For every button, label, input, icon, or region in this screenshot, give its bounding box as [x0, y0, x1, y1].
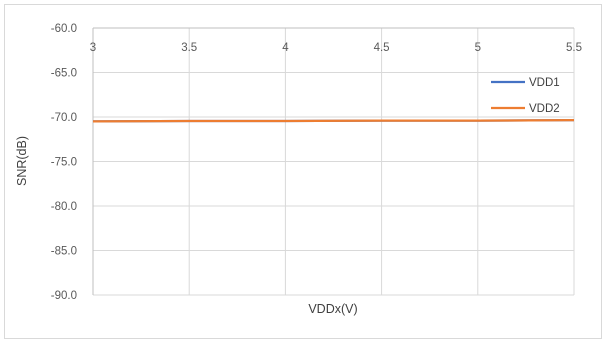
- x-tick-label: 5: [475, 42, 481, 54]
- x-tick-label: 3: [90, 42, 96, 54]
- y-tick-label: -90.0: [51, 290, 77, 302]
- y-axis-title: SNR(dB): [15, 136, 29, 186]
- y-tick-label: -75.0: [51, 157, 77, 169]
- x-tick-label: 3.5: [181, 42, 197, 54]
- y-tick-label: -85.0: [51, 246, 77, 258]
- x-tick-label: 4: [282, 42, 289, 54]
- y-tick-label: -80.0: [51, 201, 77, 213]
- x-tick-label: 4.5: [374, 42, 390, 54]
- series-line-vdd2: [92, 118, 575, 123]
- grid: [92, 27, 575, 296]
- axes: [92, 27, 574, 295]
- legend: VDD1 VDD2: [491, 77, 560, 115]
- legend-label-vdd2: VDD2: [529, 103, 560, 115]
- y-tick-label: -65.0: [51, 68, 77, 80]
- y-tick-label: -60.0: [51, 23, 77, 35]
- series-group: [92, 118, 575, 123]
- x-axis-title: VDDx(V): [308, 302, 357, 316]
- chart-frame: [4, 4, 602, 339]
- legend-label-vdd1: VDD1: [529, 77, 560, 89]
- x-tick-label: 5.5: [566, 42, 582, 54]
- y-tick-label: -70.0: [51, 112, 77, 124]
- tick-labels: -60.0 -65.0 -70.0 -75.0 -80.0 -85.0 -90.0 3 3.5 4…: [51, 23, 582, 302]
